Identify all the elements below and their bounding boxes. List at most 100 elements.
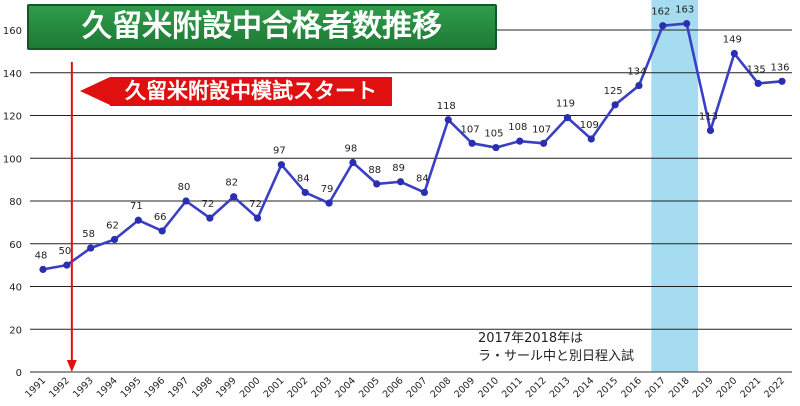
x-tick-label: 2003 [309, 375, 334, 400]
callout-text: 久留米附設中模試スタート [125, 79, 377, 103]
x-tick-label: 2004 [333, 375, 358, 400]
data-point [253, 214, 262, 222]
data-point [706, 126, 715, 135]
x-tick-label: 2005 [357, 375, 382, 400]
data-point [516, 137, 524, 145]
y-tick-label: 80 [9, 197, 22, 208]
x-tick-label: 2019 [691, 375, 716, 400]
data-point [301, 188, 309, 197]
data-point [396, 178, 405, 186]
x-tick-label: 2022 [762, 375, 787, 400]
x-tick-label: 2008 [428, 375, 453, 400]
data-point [540, 139, 548, 147]
x-tick-label: 2010 [476, 375, 501, 400]
y-tick-label: 0 [16, 368, 22, 379]
start-marker-arrowhead [66, 360, 77, 372]
data-label: 125 [604, 86, 623, 97]
data-point [349, 158, 357, 167]
x-tick-label: 1991 [23, 375, 48, 400]
data-point [373, 180, 381, 188]
data-point [110, 235, 119, 244]
data-label: 135 [747, 64, 766, 75]
data-point [659, 22, 667, 30]
data-label: 105 [484, 129, 503, 140]
data-label: 97 [273, 146, 286, 157]
data-point [230, 193, 238, 201]
data-point [134, 216, 142, 224]
data-label: 71 [130, 201, 143, 212]
data-label: 84 [416, 173, 429, 184]
note-line-1: 2017年2018年は [478, 331, 584, 346]
x-tick-label: 1999 [214, 375, 239, 400]
y-tick-label: 60 [9, 240, 22, 251]
x-tick-label: 1993 [71, 375, 96, 400]
series-line [42, 22, 783, 271]
data-point [158, 227, 166, 235]
y-tick-label: 100 [3, 154, 22, 165]
data-point [468, 139, 476, 147]
data-label: 72 [249, 199, 262, 210]
data-label: 136 [770, 62, 789, 73]
data-label: 108 [508, 122, 527, 133]
x-tick-label: 2018 [667, 375, 692, 400]
x-tick-label: 2013 [548, 375, 573, 400]
data-point [277, 161, 285, 169]
data-label: 118 [437, 101, 456, 112]
data-label: 62 [106, 220, 119, 231]
x-tick-label: 2014 [572, 375, 597, 400]
x-tick-label: 1995 [119, 375, 144, 400]
data-label: 107 [532, 124, 551, 135]
x-tick-label: 2006 [381, 375, 406, 400]
x-tick-label: 2017 [643, 375, 668, 400]
data-point [683, 19, 691, 28]
data-point [87, 244, 95, 252]
data-points [39, 19, 786, 273]
y-tick-label: 40 [9, 283, 22, 294]
x-tick-label: 2007 [405, 375, 430, 400]
x-tick-label: 2002 [285, 375, 310, 400]
data-point [778, 77, 786, 85]
data-label: 109 [580, 120, 599, 131]
data-label: 82 [225, 178, 238, 189]
y-tick-label: 140 [3, 69, 22, 80]
data-label: 79 [321, 184, 334, 195]
data-point [492, 143, 500, 152]
x-tick-label: 2001 [262, 375, 287, 400]
x-tick-label: 2000 [238, 375, 263, 400]
data-point [444, 116, 452, 124]
data-point [182, 197, 190, 205]
x-tick-label: 2012 [524, 375, 549, 400]
data-point [420, 188, 429, 197]
data-label: 107 [461, 124, 480, 135]
y-tick-label: 20 [9, 325, 22, 336]
data-label: 89 [392, 163, 405, 174]
chart-title-box: 久留米附設中合格者数推移 [27, 4, 497, 50]
x-tick-label: 2020 [715, 375, 740, 400]
x-tick-label: 1994 [95, 375, 120, 400]
x-tick-label: 1996 [142, 375, 167, 400]
data-label: 119 [556, 99, 575, 110]
data-label: 58 [82, 229, 95, 240]
data-point [754, 79, 762, 88]
data-point [611, 101, 619, 109]
data-label: 66 [154, 212, 167, 223]
x-tick-label: 2016 [619, 375, 644, 400]
data-label: 72 [202, 199, 215, 210]
data-point [563, 114, 572, 122]
data-point [635, 81, 643, 90]
data-label: 80 [178, 182, 191, 193]
x-tick-label: 1998 [190, 375, 215, 400]
y-tick-label: 160 [3, 26, 22, 37]
data-point [325, 199, 333, 207]
y-tick-label: 120 [3, 112, 22, 123]
callout-arrow-icon [80, 77, 110, 105]
data-label: 88 [368, 165, 381, 176]
data-point [39, 265, 47, 273]
data-label: 149 [723, 35, 742, 46]
x-tick-label: 2011 [500, 375, 525, 400]
data-point [63, 261, 71, 269]
data-label: 163 [675, 5, 694, 16]
data-label: 113 [699, 111, 718, 122]
x-tick-label: 1992 [47, 375, 72, 400]
